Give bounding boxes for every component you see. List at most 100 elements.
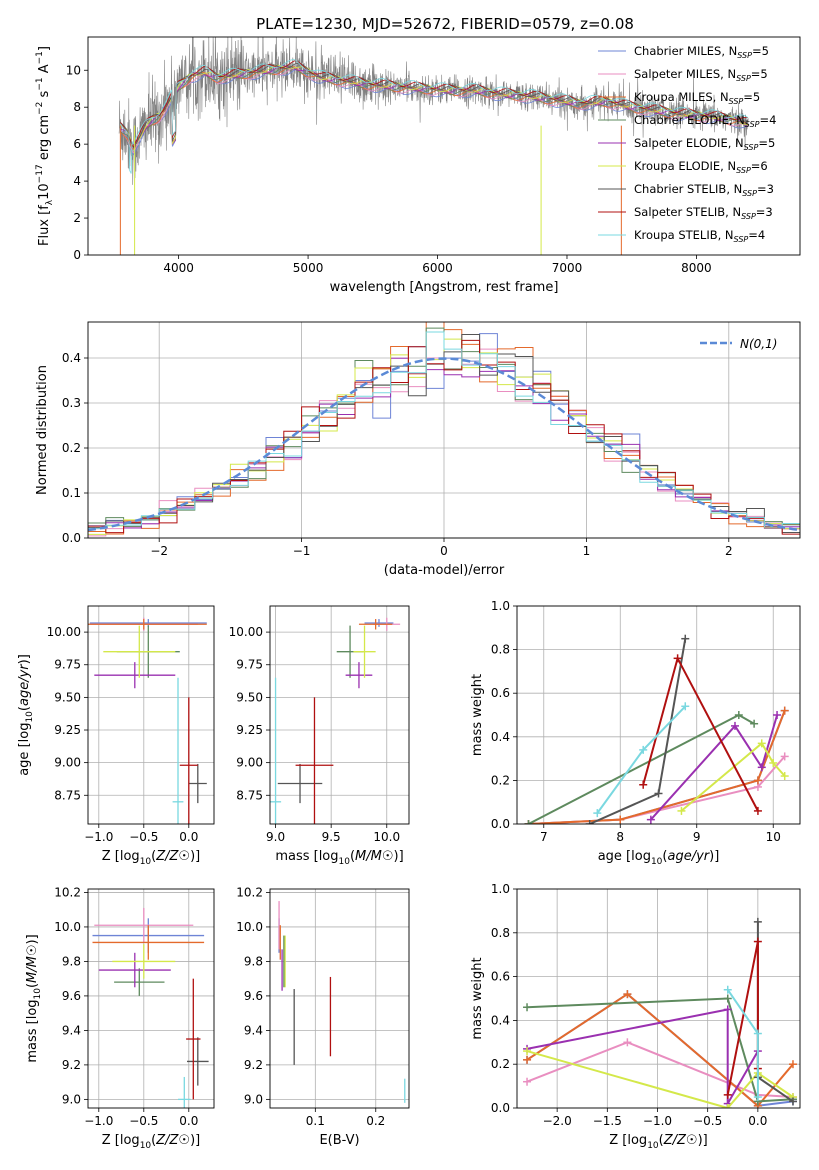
y-tick-label: 0.2 (62, 441, 81, 455)
x-tick-label: −0.5 (693, 1114, 722, 1128)
label-part: )] (25, 934, 40, 944)
x-tick-label: 7 (540, 830, 548, 844)
Z_vs_massweight-chart: −2.0 −1.5 −1.0 −0.5 0.0 0.0 0.2 0.4 0.6 0.8 1.0 Z [… (470, 882, 801, 1151)
y-tick-label: 9.50 (236, 690, 263, 704)
label-part: −1 (35, 51, 45, 64)
x-tick-label: 1 (583, 544, 591, 558)
x-tick-label: −1.5 (593, 1114, 622, 1128)
series-kroupa-stelib (593, 702, 690, 818)
label-part: 10 (140, 857, 152, 867)
point-salpeter-stelib (179, 697, 198, 824)
series-line (650, 714, 779, 821)
y-tick-label: 9.75 (54, 658, 81, 672)
axes-frame (269, 605, 410, 825)
x-tick-label: 0.0 (748, 1114, 767, 1128)
model-spectrum-salpeter-stelib (120, 60, 749, 148)
point-kroupa-elodie (353, 625, 376, 678)
point-salpeter-stelib (186, 978, 201, 1100)
series-chabrier-stelib (753, 917, 797, 1106)
x-tick-label: 6000 (422, 261, 453, 275)
y-tick-label: 9.25 (236, 723, 263, 737)
point-kroupa-elodie (103, 625, 176, 678)
legend-label-chabrier-miles: Chabrier MILES, NSSP=5 (634, 44, 769, 60)
y-tick-label: 10.0 (236, 920, 263, 934)
x-tick-label: 0.0 (179, 1114, 198, 1128)
point-salpeter-stelib (295, 697, 334, 824)
label-part: Chabrier STELIB, N (634, 182, 742, 196)
label-part: =3 (757, 182, 774, 196)
axes-frame (87, 36, 801, 256)
x-tick-label: −0.5 (129, 830, 158, 844)
label-part: SSP (741, 212, 756, 221)
y-tick-label: 9.50 (54, 690, 81, 704)
y-axis-label: Normed distribution (35, 365, 50, 495)
label-part: Salpeter STELIB, N (634, 205, 741, 219)
axes-frame (87, 321, 801, 539)
y-axis-label: age [log10(age/yr)] (17, 654, 35, 776)
point-salpeter-elodie (345, 662, 373, 689)
label-part: )] (709, 849, 719, 864)
label-part: M/M☉ (25, 944, 40, 982)
series-chabrier-stelib (585, 634, 690, 824)
x-tick-label: −2.0 (543, 1114, 572, 1128)
label-part: )] (190, 849, 200, 864)
y-tick-label: 0.3 (62, 396, 81, 410)
y-tick-label: 9.4 (244, 1023, 263, 1037)
label-part: Z/Z☉ (155, 1133, 190, 1148)
label-part: −2 (35, 102, 45, 115)
label-part: age/yr (17, 663, 32, 706)
y-tick-label: 9.75 (236, 658, 263, 672)
label-part: Chabrier MILES, N (634, 44, 737, 58)
label-part: )] (190, 1133, 200, 1148)
series-salpeter-stelib (639, 654, 762, 815)
label-part: −1 (35, 77, 45, 90)
y-tick-label: 0.8 (491, 926, 510, 940)
label-part: Flux [f (37, 205, 52, 246)
series-line (756, 921, 794, 1103)
label-part: 10 (339, 857, 351, 867)
label-part: SSP (729, 97, 744, 106)
point-kroupa-miles (358, 619, 393, 630)
label-part: =3 (756, 205, 773, 219)
plot-area (270, 617, 401, 824)
label-part: ( (350, 849, 355, 864)
y-tick-label: 9.0 (244, 1092, 263, 1106)
point-chabrier-miles (364, 619, 394, 627)
y-tick-label: 0.4 (491, 730, 510, 744)
label-part: λ (45, 199, 55, 205)
x-tick-label: 10 (766, 830, 781, 844)
x-axis-label: Z [log10(Z/Z☉)] (102, 1133, 200, 1151)
label-part: A (37, 64, 52, 77)
x-tick-label: 9 (693, 830, 701, 844)
y-axis-label: Flux [fλ10−17 erg cm−2 s−1 A−1] (35, 46, 55, 246)
x-tick-label: 7000 (552, 261, 583, 275)
y-tick-label: 4 (73, 174, 81, 188)
label-part: Z [log (102, 1133, 140, 1148)
x-tick-label: −1.0 (84, 1114, 113, 1128)
label-part: )] (698, 1133, 708, 1148)
label-part: −17 (35, 164, 45, 183)
label-part: Z [log (102, 849, 140, 864)
Z_vs_mass-chart: −1.0 −0.5 0.0 9.0 9.2 9.4 9.6 9.8 10.0 10.2 Z [log… (25, 885, 215, 1151)
point-chabrier-elodie (114, 968, 165, 996)
x-tick-label: 0.0 (179, 830, 198, 844)
label-part: ] (37, 46, 52, 51)
y-tick-label: 0.2 (491, 773, 510, 787)
label-part: )] (17, 654, 32, 664)
y-tick-label: 0.2 (491, 1057, 510, 1071)
y-tick-label: 9.6 (244, 989, 263, 1003)
axes-frame (516, 605, 801, 825)
label-part: erg cm (37, 115, 52, 164)
label-part: ( (659, 1133, 664, 1148)
y-tick-label: 10.00 (47, 625, 81, 639)
label-part: Chabrier ELODIE, N (634, 113, 745, 127)
axes-frame (87, 605, 215, 825)
axes-frame (516, 888, 801, 1109)
label-part: SSP (745, 120, 760, 129)
x-tick-label: −2 (150, 544, 168, 558)
plot-area (278, 901, 406, 1103)
y-tick-label: 10.2 (236, 885, 263, 899)
model-spectrum-kroupa-miles (120, 66, 749, 150)
model-spectrum-kroupa-stelib (120, 59, 749, 174)
